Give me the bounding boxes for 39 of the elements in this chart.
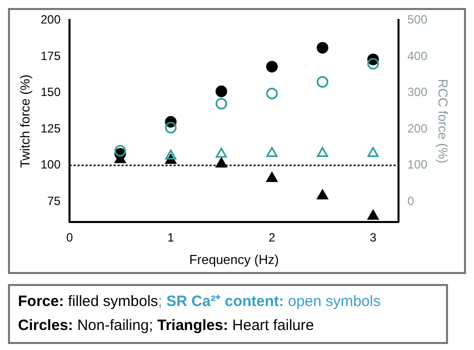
y2-tick-label: 200 <box>407 121 428 136</box>
y2-tick-label: 300 <box>407 85 428 100</box>
point <box>266 172 278 182</box>
y2-axis-title: RCC force (%) <box>436 78 451 164</box>
point <box>316 190 328 200</box>
x-tick-label: 0 <box>66 230 74 245</box>
point <box>316 76 328 88</box>
x-tick-label: 1 <box>167 230 174 245</box>
point <box>266 60 278 72</box>
y-tick-label: 100 <box>40 158 61 172</box>
text: Force: filled symbols; SR Ca²⁺ content: open symbols <box>18 293 381 310</box>
text: Circles: Non-failing; Triangles: Heart failure <box>18 317 314 334</box>
point <box>165 150 176 160</box>
point <box>216 158 227 168</box>
y2-tick-label: 500 <box>407 12 428 27</box>
point <box>216 98 228 110</box>
x-axis-title: Frequency (Hz) <box>189 252 279 267</box>
y2-tick-label: 100 <box>407 158 428 172</box>
point <box>316 42 328 54</box>
y-axis-title: Twitch force (%) <box>17 74 32 168</box>
point <box>368 147 379 157</box>
y-tick-label: 200 <box>40 12 61 27</box>
point <box>216 86 228 98</box>
x-tick-label: 3 <box>370 230 377 245</box>
point <box>368 210 379 220</box>
point <box>114 145 126 157</box>
point <box>164 122 177 134</box>
point <box>316 147 328 157</box>
point <box>266 147 278 157</box>
y-tick-label: 75 <box>47 194 61 208</box>
x-tick-label: 2 <box>268 230 276 245</box>
y-tick-label: 150 <box>40 85 61 100</box>
y2-tick-label: 400 <box>407 48 428 63</box>
point <box>367 58 379 70</box>
y-tick-label: 125 <box>40 121 61 136</box>
point <box>266 88 278 100</box>
y2-tick-label: 0 <box>407 194 414 208</box>
point <box>216 148 227 158</box>
y-tick-label: 175 <box>40 48 61 63</box>
